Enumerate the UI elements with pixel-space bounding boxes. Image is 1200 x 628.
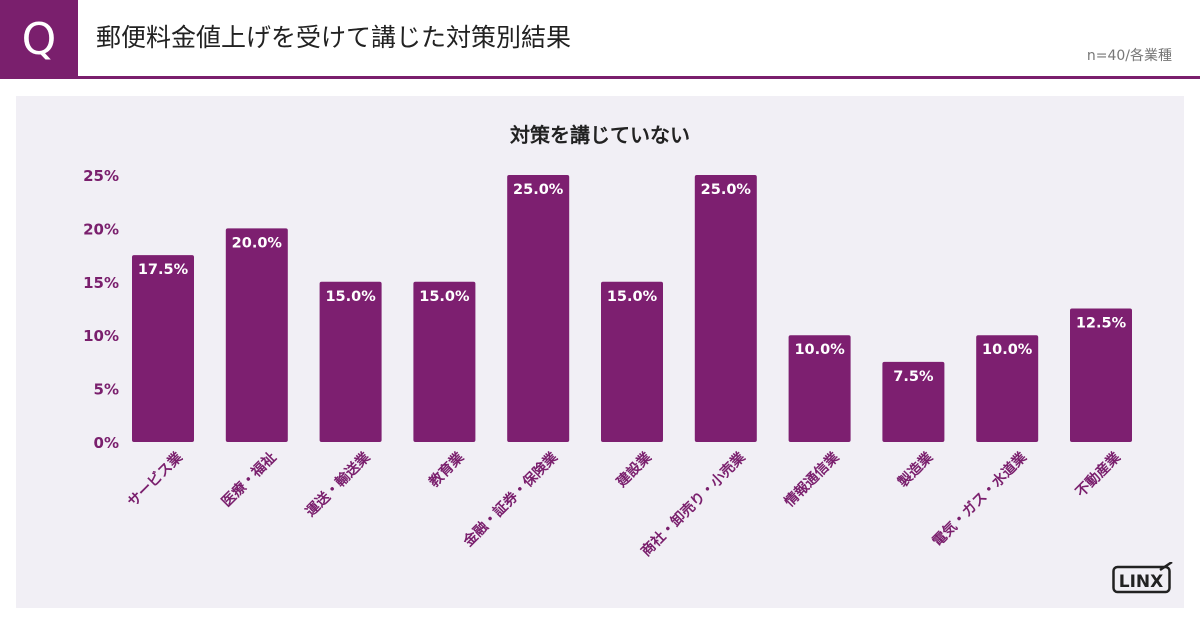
x-tick-label: 医療・福祉 [218,449,280,511]
x-tick-label: 電気・ガス・水道業 [929,448,1031,550]
x-tick-label: 建設業 [613,448,655,490]
x-tick-label: 運送・輸送業 [302,448,374,520]
bar-value-label: 15.0% [607,289,658,305]
bar [694,175,757,442]
y-tick-label: 20% [83,220,119,238]
y-tick-label: 25% [83,167,119,185]
bar [319,281,382,442]
bar [882,361,945,442]
bar-value-label: 10.0% [982,342,1033,358]
chart-title: 対策を講じていない [509,123,690,147]
x-tick-label: 製造業 [894,448,937,491]
sample-size-note: n=40/各業種 [1086,48,1172,64]
bar [132,255,194,442]
x-tick-label: 教育業 [426,448,468,490]
y-tick-label: 15% [83,274,119,292]
page-title: 郵便料金値上げを受けて講じた対策別結果 [96,23,572,52]
bar-value-label: 17.5% [138,262,189,278]
x-tick-label: 不動産業 [1072,448,1124,500]
question-badge: Q [0,0,78,78]
bar [976,335,1039,442]
logo-frame [1112,565,1171,594]
bar-value-label: 20.0% [232,235,283,251]
bar-value-label: 7.5% [893,369,934,385]
x-tick-label: 金融・証券・保険業 [459,448,562,551]
y-tick-label: 10% [83,327,119,345]
bar-value-label: 10.0% [794,342,845,358]
x-tick-label: 商社・卸売り・小売業 [638,448,750,560]
bar [1070,308,1132,442]
logo-text: LINX [1119,572,1164,592]
x-tick-label: サービス業 [124,448,186,510]
logo-mark [1159,562,1173,572]
bar [225,228,288,442]
bar [413,281,476,442]
bar [507,175,570,442]
y-tick-label: 5% [94,381,119,399]
bar-value-label: 12.5% [1076,316,1127,332]
bar [601,281,663,442]
bar [788,335,851,442]
bar-value-label: 25.0% [513,182,564,198]
bar-value-label: 15.0% [419,289,470,305]
bar-value-label: 25.0% [701,182,752,198]
linx-logo: LINX [1112,562,1173,594]
y-tick-label: 0% [94,434,119,452]
bar-value-label: 15.0% [325,289,376,305]
header-divider [0,76,1200,79]
x-tick-label: 情報通信業 [781,448,843,510]
